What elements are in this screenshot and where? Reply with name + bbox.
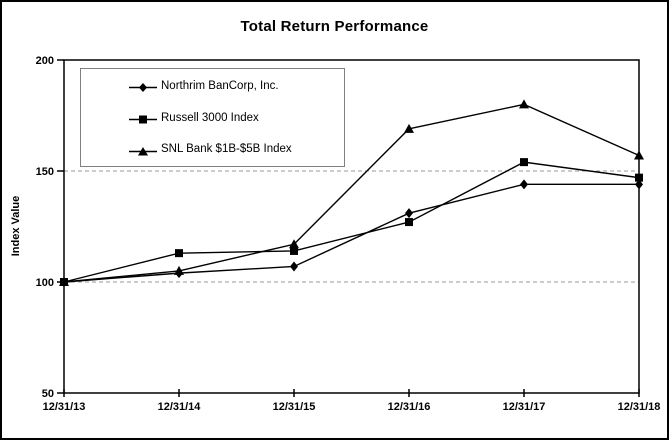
- legend-item-russell: Russell 3000 Index: [129, 103, 344, 133]
- x-tick-label: 12/31/13: [43, 401, 86, 413]
- x-tick-label: 12/31/15: [273, 401, 316, 413]
- legend-item-northrim: Northrim BanCorp, Inc.: [129, 71, 344, 101]
- square-marker-icon: [129, 112, 157, 124]
- series-snl-bank-1b-5b-index: [59, 99, 644, 286]
- diamond-marker-icon: [290, 261, 298, 272]
- legend-label: Russell 3000 Index: [161, 111, 259, 124]
- square-marker-icon: [175, 249, 183, 258]
- plot-frame: [63, 59, 640, 394]
- legend-item-snl: SNL Bank $1B-$5B Index: [129, 134, 344, 164]
- series-line: [63, 161, 640, 283]
- triangle-marker-icon: [174, 265, 184, 275]
- series-line: [63, 183, 639, 283]
- legend-label: Northrim BanCorp, Inc.: [161, 79, 279, 92]
- triangle-marker-icon: [634, 150, 644, 160]
- series-line: [63, 103, 640, 283]
- y-tick-label: 50: [42, 388, 54, 400]
- square-marker-icon: [635, 173, 643, 182]
- triangle-marker-icon: [129, 144, 157, 156]
- square-marker-icon: [520, 158, 528, 167]
- diamond-marker-icon: [520, 179, 528, 190]
- x-tick-label: 12/31/17: [503, 401, 546, 413]
- triangle-marker-icon: [59, 277, 69, 286]
- square-marker-icon: [290, 246, 298, 255]
- chart-legend: Northrim BanCorp, Inc. Russell 3000 Inde…: [80, 68, 345, 167]
- diamond-marker-icon: [405, 208, 413, 219]
- triangle-marker-icon: [289, 239, 299, 249]
- y-tick-label: 200: [36, 55, 54, 67]
- legend-label: SNL Bank $1B-$5B Index: [161, 143, 292, 156]
- diamond-marker-icon: [635, 179, 643, 190]
- y-tick-label: 100: [36, 277, 54, 289]
- square-marker-icon: [405, 218, 413, 227]
- x-tick-label: 12/31/16: [388, 401, 431, 413]
- series-russell-3000-index: [60, 158, 643, 286]
- triangle-marker-icon: [519, 99, 529, 109]
- diamond-marker-icon: [129, 80, 157, 93]
- triangle-marker-icon: [404, 123, 414, 133]
- series-northrim-bancorp-inc: [60, 179, 643, 287]
- y-tick-label: 150: [36, 166, 54, 178]
- x-tick-label: 12/31/14: [158, 401, 202, 413]
- x-tick-label: 12/31/18: [618, 401, 661, 413]
- chart-title: Total Return Performance: [240, 18, 429, 35]
